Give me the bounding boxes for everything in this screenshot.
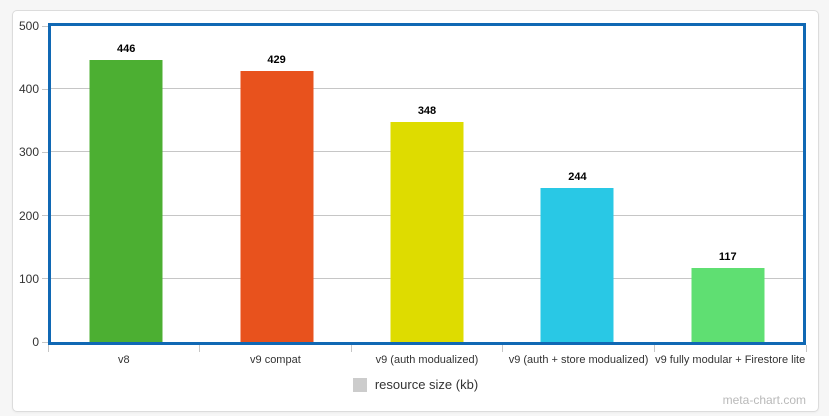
x-axis-ticks [47,345,807,352]
bar-slot-v8: 446 [51,26,201,342]
y-tick-label-200: 200 [18,208,39,223]
x-tick-mark [502,345,504,352]
y-tick-mark [42,278,48,280]
y-tick-label-0: 0 [32,335,39,349]
bar-slot-v9-compat: 429 [201,26,351,342]
y-tick-mark [42,215,48,217]
y-tick-label-100: 100 [18,271,39,286]
plot-area: 446 429 348 244 117 [48,23,806,345]
bar-slot-v9-auth-modualized: 348 [352,26,502,342]
x-tick-mark [805,345,807,352]
x-tick-mark [199,345,201,352]
y-axis: 0 100 200 300 400 500 [13,11,48,411]
x-tick-mark [47,345,49,352]
bar-value-label: 348 [417,105,437,118]
watermark: meta-chart.com [722,393,806,407]
bar-v9-fully-modular-firestore-lite [691,268,765,342]
x-category-label-v9-fully-modular-firestore-lite: v9 fully modular + Firestore lite [655,354,806,366]
bar-v8 [89,60,163,342]
bars-layer: 446 429 348 244 117 [51,26,803,342]
y-tick-mark [42,25,48,27]
x-category-label-v9-auth-store-modualized: v9 (auth + store modualized) [508,354,649,366]
y-tick-label-400: 400 [18,82,39,97]
chart-card: 446 429 348 244 117 0 100 200 300 400 500 v8 v9 co… [12,10,819,412]
y-tick-mark [42,151,48,153]
x-axis-labels: v8 v9 compat v9 (auth modualized) v9 (auth … [48,354,806,366]
gridline-400 [51,88,803,90]
bar-slot-v9-fully-modular-firestore-lite: 117 [653,26,803,342]
bar-value-label: 244 [568,170,587,183]
legend-item[interactable]: resource size (kb) [13,377,818,392]
x-tick-mark [350,345,352,352]
y-tick-label-300: 300 [18,145,39,160]
bar-v9-compat [240,70,314,342]
y-tick-label-500: 500 [18,19,39,33]
legend-label: resource size (kb) [374,377,479,392]
bar-v9-auth-store-modualized [540,187,614,342]
x-category-label-v9-auth-modualized: v9 (auth modualized) [375,354,479,366]
bar-value-label: 446 [117,43,136,56]
x-tick-mark [653,345,655,352]
legend-swatch-icon [352,377,367,392]
y-tick-mark [42,88,48,90]
bar-value-label: 429 [267,53,286,66]
bar-value-label: 117 [718,251,737,264]
x-category-label-v8: v8 [117,354,130,366]
bar-slot-v9-auth-store-modualized: 244 [502,26,652,342]
y-tick-mark [42,341,48,343]
bar-v9-auth-modualized [390,122,464,342]
x-category-label-v9-compat: v9 compat [250,354,301,366]
